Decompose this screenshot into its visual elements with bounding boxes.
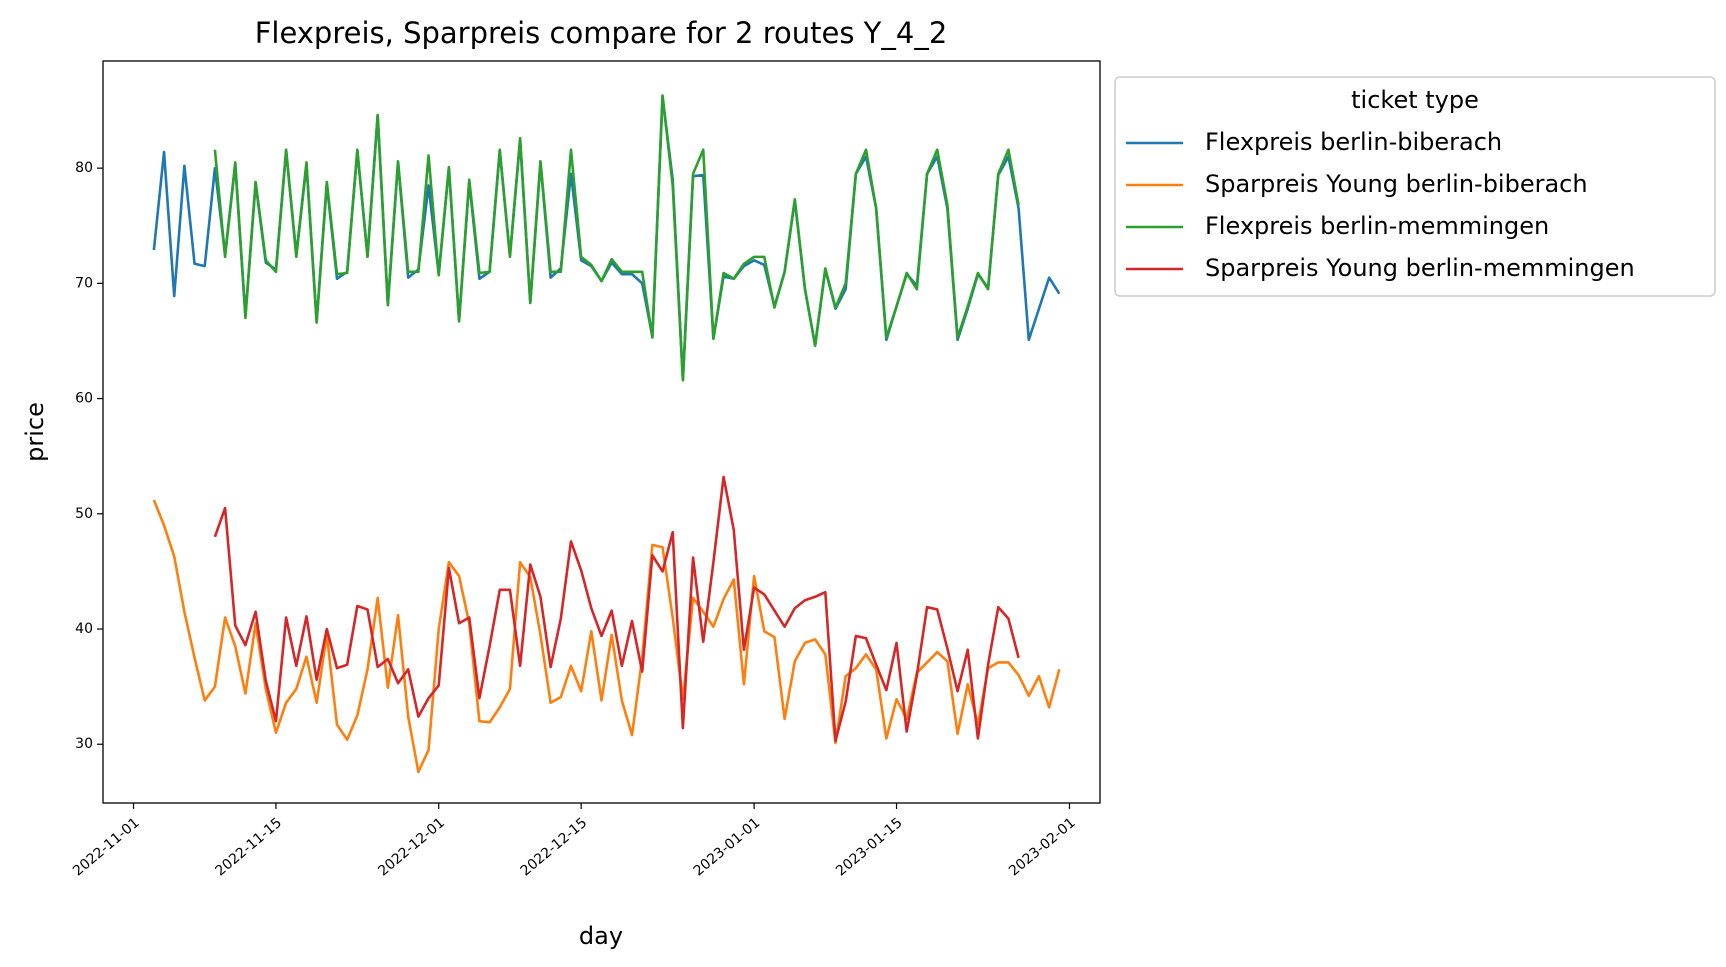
series-line [213,475,1020,743]
legend-label: Flexpreis berlin-biberach [1205,128,1502,156]
plot-area [102,60,1101,804]
x-tick-label: 2022-11-01 [70,815,143,880]
x-tick-label: 2022-12-15 [518,815,591,880]
x-tick-label: 2023-01-15 [833,815,906,880]
x-tick-label: 2023-01-01 [691,815,764,880]
y-tick-label: 60 [75,391,93,407]
x-tick-label: 2022-11-15 [212,815,285,880]
legend-label: Flexpreis berlin-memmingen [1205,212,1549,240]
x-tick-label: 2022-12-01 [375,815,448,880]
y-axis-label: price [21,402,49,462]
chart-title: Flexpreis, Sparpreis compare for 2 route… [255,16,948,50]
y-tick-label: 80 [75,160,93,176]
legend-label: Sparpreis Young berlin-biberach [1205,170,1588,198]
legend-box [1114,76,1716,297]
series-line [152,95,1061,382]
x-tick-label: 2023-02-01 [1006,815,1079,880]
y-tick-label: 50 [75,506,93,522]
y-tick-label: 70 [75,275,93,291]
x-axis-label: day [579,922,623,950]
series-line [213,94,1020,382]
y-tick-label: 40 [75,621,93,637]
legend-label: Sparpreis Young berlin-memmingen [1205,254,1635,282]
series-line [152,499,1061,774]
legend-title: ticket type [1351,86,1479,114]
y-tick-label: 30 [75,736,93,752]
